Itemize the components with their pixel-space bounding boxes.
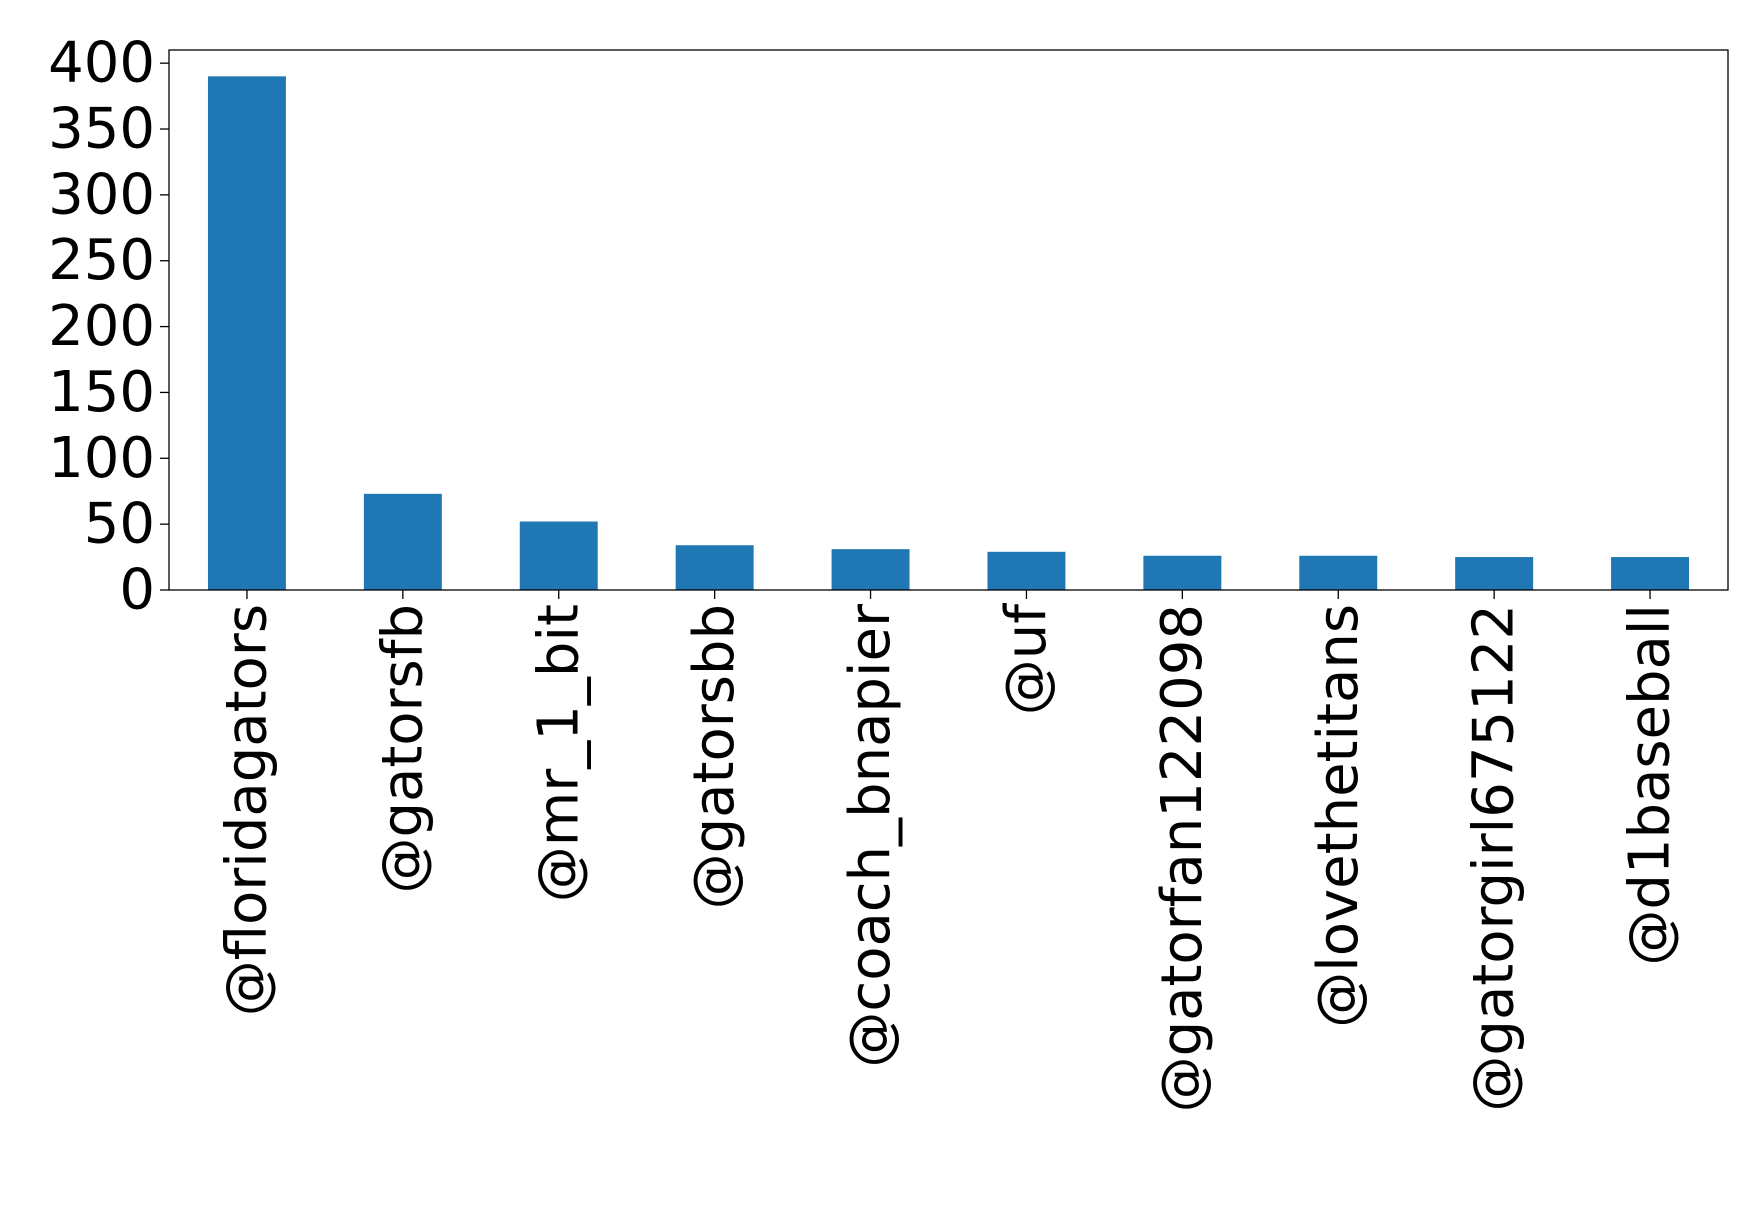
bar-gatorfan122098 (1143, 555, 1222, 590)
bar-gatorgirl675122 (1455, 557, 1534, 590)
y-tick-label: 100 (48, 426, 155, 491)
x-tick-label: @floridagators (214, 604, 279, 1016)
bars-layer (207, 76, 1690, 591)
bar-uf (987, 551, 1066, 590)
y-tick-label: 350 (48, 97, 155, 162)
y-tick-label: 150 (48, 360, 155, 425)
bar-gatorsfb (363, 493, 442, 590)
y-tick-label: 300 (48, 162, 155, 227)
x-tick-label: @mr_1_bit (526, 604, 591, 902)
x-tick-label: @gatorgirl675122 (1462, 604, 1527, 1112)
x-axis: @floridagators @gatorsfb @mr_1_bit @gatorsb… (214, 590, 1683, 1112)
x-tick-label: @uf (994, 603, 1059, 715)
y-tick-label: 0 (119, 558, 155, 623)
x-tick-label: @gatorsfb (370, 604, 435, 894)
bar-d1baseball (1611, 557, 1690, 590)
y-tick-label: 250 (48, 228, 155, 293)
bar-lovethetitans (1299, 555, 1378, 590)
bar-coachbnapier (831, 549, 910, 590)
x-tick-label: @gatorfan122098 (1150, 604, 1215, 1112)
bar-floridagators (207, 76, 286, 591)
x-tick-label: @d1baseball (1618, 604, 1683, 966)
y-tick-label: 200 (48, 294, 155, 359)
y-tick-label: 400 (48, 31, 155, 96)
y-tick-label: 50 (84, 492, 155, 557)
bar-mr1bit (519, 521, 598, 590)
bar-gatorsbb (675, 545, 754, 590)
x-tick-label: @gatorsbb (682, 604, 747, 909)
plot-frame (168, 49, 1729, 591)
x-tick-label: @lovethetitans (1306, 604, 1371, 1028)
x-tick-label: @coach_bnapier (838, 603, 903, 1068)
